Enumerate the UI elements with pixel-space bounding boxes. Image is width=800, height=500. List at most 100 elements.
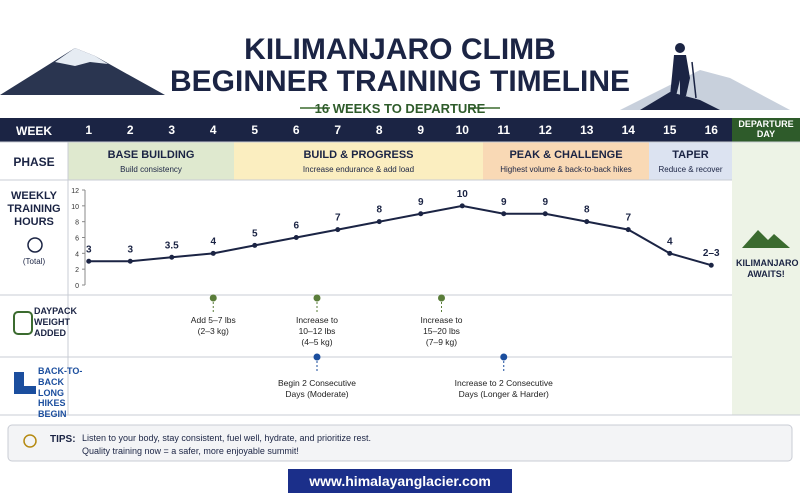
title-2: BEGINNER TRAINING TIMELINE [169, 65, 630, 98]
week-number: 9 [417, 123, 425, 137]
hikes-label: BACK-TO-BACK LONG HIKES BEGIN [38, 366, 83, 420]
hikes-note: Begin 2 Consecutive [278, 378, 356, 388]
phase-name: BASE BUILDING [107, 149, 195, 161]
chart-title: WEEKLY TRAINING HOURS [7, 190, 61, 229]
phase-cell [649, 142, 732, 180]
value-label: 2–3 [703, 248, 720, 259]
value-label: 5 [252, 228, 258, 239]
value-label: 3.5 [165, 240, 179, 251]
value-label: 10 [457, 189, 469, 200]
point [127, 258, 133, 264]
value-label: 8 [584, 205, 590, 216]
hill [640, 92, 720, 110]
phase-desc: Increase endurance & add load [302, 165, 415, 174]
grid-rows [0, 141, 800, 416]
week-number: 3 [168, 123, 176, 137]
y-tick-label: 12 [71, 188, 79, 195]
hikes-note: Increase to 2 Consecutive [455, 378, 554, 388]
week-number: 5 [251, 123, 259, 137]
week-number: 1 [85, 123, 93, 137]
daypack-note: (4–5 kg) [301, 337, 332, 347]
title-1: KILIMANJARO CLIMB [244, 33, 556, 66]
point [501, 211, 507, 217]
hikes-note: Days (Longer & Harder) [459, 389, 549, 399]
departure-label: DEPARTURE DAY [738, 119, 794, 139]
daypack-note: (2–3 kg) [198, 326, 229, 336]
week-number: 15 [663, 123, 677, 137]
clock-icon [27, 237, 43, 253]
week-number: 2 [126, 123, 134, 137]
footer-url: www.himalayanglacier.com [309, 473, 491, 489]
mountain-icon [742, 230, 790, 248]
daypack-note: (7–9 kg) [426, 337, 457, 347]
marker [438, 294, 445, 302]
point [169, 254, 175, 260]
daypack-label: DAYPACK WEIGHT ADDED [34, 306, 78, 338]
footer-bar [288, 469, 512, 493]
daypack-note: Add 5–7 lbs [191, 315, 236, 325]
y-tick-label: 0 [75, 283, 79, 290]
value-label: 8 [376, 205, 382, 216]
chart-subtitle: (Total) [22, 257, 46, 266]
daypack-note: 10–12 lbs [299, 326, 336, 336]
daypack-note: Increase to [420, 315, 462, 325]
value-label: 7 [335, 213, 341, 224]
phase-cell [483, 142, 649, 180]
week-number: 11 [497, 123, 511, 137]
tips-line: Quality training now = a safer, more enj… [82, 446, 299, 456]
boot-icon [14, 372, 36, 394]
daypack-note: 15–20 lbs [423, 326, 460, 336]
bulb-icon [23, 434, 37, 448]
tips-label: TIPS: [50, 434, 76, 445]
week-number: 13 [580, 123, 594, 137]
y-tick-label: 10 [71, 204, 79, 211]
week-number: 7 [334, 123, 342, 137]
point [667, 250, 673, 256]
phase-name: TAPER [672, 149, 709, 161]
value-label: 3 [127, 244, 133, 255]
marker [313, 353, 321, 361]
tips-line: Listen to your body, stay consistent, fu… [82, 433, 371, 443]
marker [500, 353, 508, 361]
y-tick-label: 8 [75, 220, 79, 227]
value-label: 9 [542, 197, 548, 208]
phase-cell [68, 142, 234, 180]
week-number: 10 [455, 123, 469, 137]
point [418, 211, 424, 217]
week-number: 16 [704, 123, 718, 137]
value-label: 3 [86, 244, 92, 255]
departure-header [732, 118, 800, 142]
point [542, 211, 548, 217]
point [376, 219, 382, 225]
value-label: 6 [293, 221, 299, 232]
phase-label: PHASE [13, 155, 55, 169]
hikes-note: Days (Moderate) [285, 389, 348, 399]
point [708, 262, 714, 268]
phase-desc: Reduce & recover [658, 165, 723, 174]
point [252, 242, 258, 248]
point [293, 235, 299, 240]
hiker [670, 55, 690, 96]
point [584, 219, 590, 225]
pole [691, 61, 697, 99]
daypack-note: Increase to [296, 315, 338, 325]
point [335, 227, 341, 233]
y-tick-label: 4 [75, 251, 79, 258]
phase-name: PEAK & CHALLENGE [509, 149, 623, 161]
point [459, 203, 465, 209]
departure-col [732, 142, 800, 415]
value-label: 4 [667, 236, 673, 247]
marker [313, 294, 321, 302]
snow-cap [55, 48, 108, 66]
value-label: 4 [210, 236, 216, 247]
phase-desc: Highest volume & back-to-back hikes [500, 165, 632, 174]
subtitle: 16 WEEKS TO DEPARTURE [314, 101, 486, 116]
departure-note: KILIMANJARO AWAITS! [736, 258, 799, 279]
backpack-icon [13, 311, 33, 335]
tips-box [7, 424, 793, 462]
y-tick-label: 2 [75, 267, 79, 274]
hiker-head [675, 43, 685, 53]
week-number: 4 [209, 123, 217, 137]
